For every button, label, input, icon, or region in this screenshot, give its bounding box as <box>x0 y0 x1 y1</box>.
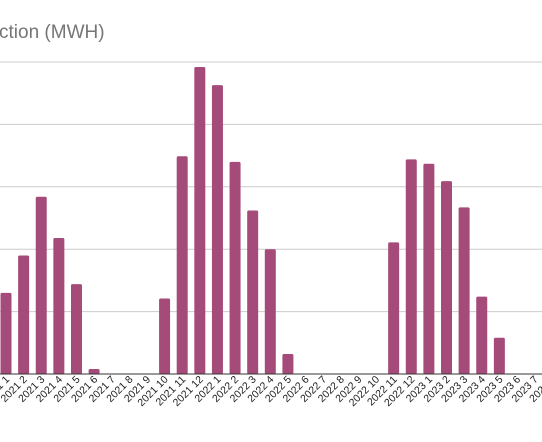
bar <box>247 210 259 374</box>
bar <box>423 163 435 374</box>
bar <box>282 354 294 374</box>
bar <box>493 337 505 374</box>
bar <box>176 156 188 374</box>
bar <box>264 249 276 374</box>
bar <box>194 66 206 374</box>
bar <box>441 181 452 374</box>
bar <box>476 296 488 374</box>
bar <box>458 207 470 374</box>
bar <box>53 237 65 374</box>
bars <box>0 66 505 374</box>
bar <box>405 159 417 374</box>
bar <box>35 196 47 374</box>
bar <box>0 292 12 374</box>
bar <box>88 369 100 374</box>
bar <box>159 298 171 374</box>
bar <box>18 255 30 374</box>
chart-title: ction (MWH) <box>0 22 105 43</box>
bar <box>388 242 400 374</box>
bar <box>211 85 223 374</box>
bar <box>70 284 82 374</box>
bar <box>229 161 241 374</box>
